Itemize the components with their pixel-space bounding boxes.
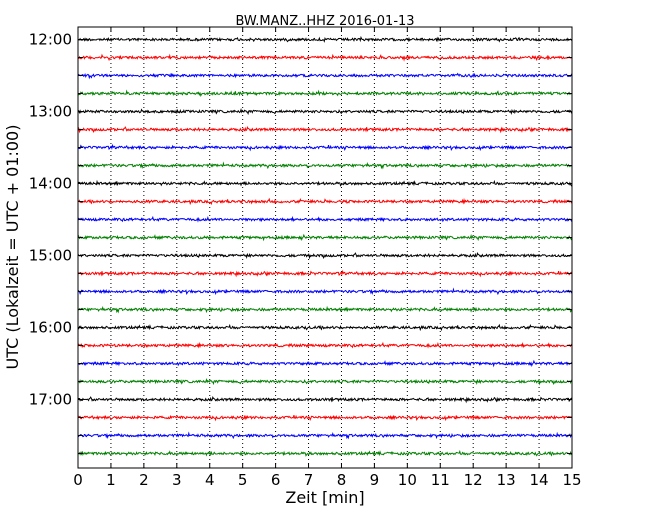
trace-line (77, 252, 573, 260)
x-tick-label: 7 (304, 471, 314, 489)
trace-line (77, 269, 573, 278)
x-tick-label: 6 (271, 471, 281, 489)
y-tick-label: 13:00 (29, 103, 72, 121)
trace-line (77, 233, 573, 242)
axis-ticks: 0 1 2 3 4 5 6 7 8 9 10 11 12 13 14 1512:0013:0014:0015:… (29, 27, 582, 489)
y-tick-label: 17:00 (29, 391, 72, 409)
trace-line (77, 341, 573, 349)
y-tick-label: 14:00 (29, 175, 72, 193)
trace-line (77, 377, 573, 386)
trace-line (77, 396, 573, 404)
x-tick-label: 14 (530, 471, 549, 489)
trace-line (77, 53, 573, 62)
x-tick-label: 4 (205, 471, 215, 489)
plot-frame (77, 26, 573, 469)
y-tick-label: 12:00 (29, 31, 72, 49)
trace-line (77, 323, 573, 332)
y-tick-label: 15:00 (29, 247, 72, 265)
x-axis-label: Zeit [min] (285, 488, 364, 507)
trace-line (77, 143, 573, 152)
x-tick-label: 0 (73, 471, 83, 489)
trace-line (77, 35, 573, 43)
x-tick-label: 9 (370, 471, 380, 489)
trace-line (77, 197, 573, 206)
x-tick-label: 5 (238, 471, 248, 489)
y-tick-label: 16:00 (29, 319, 72, 337)
trace-line (77, 179, 573, 187)
grid-lines (110, 27, 540, 468)
trace-line (77, 431, 573, 440)
trace-group (77, 35, 573, 457)
x-tick-label: 1 (106, 471, 116, 489)
trace-line (77, 414, 573, 422)
x-tick-label: 3 (172, 471, 182, 489)
trace-line (77, 72, 573, 80)
x-tick-label: 11 (431, 471, 450, 489)
trace-line (77, 449, 573, 457)
y-axis-label: UTC (Lokalzeit = UTC + 01:00) (3, 125, 22, 370)
trace-line (77, 161, 573, 170)
x-tick-label: 12 (464, 471, 483, 489)
trace-line (77, 126, 573, 134)
x-tick-label: 2 (139, 471, 149, 489)
trace-line (77, 107, 573, 116)
trace-line (77, 359, 573, 368)
x-tick-label: 10 (398, 471, 417, 489)
x-tick-label: 8 (337, 471, 347, 489)
chart-title: BW.MANZ..HHZ 2016-01-13 (235, 14, 414, 29)
x-tick-label: 15 (562, 471, 581, 489)
trace-line (77, 287, 573, 296)
x-tick-label: 13 (497, 471, 516, 489)
trace-line (77, 89, 573, 97)
trace-line (77, 305, 573, 314)
trace-line (77, 215, 573, 223)
